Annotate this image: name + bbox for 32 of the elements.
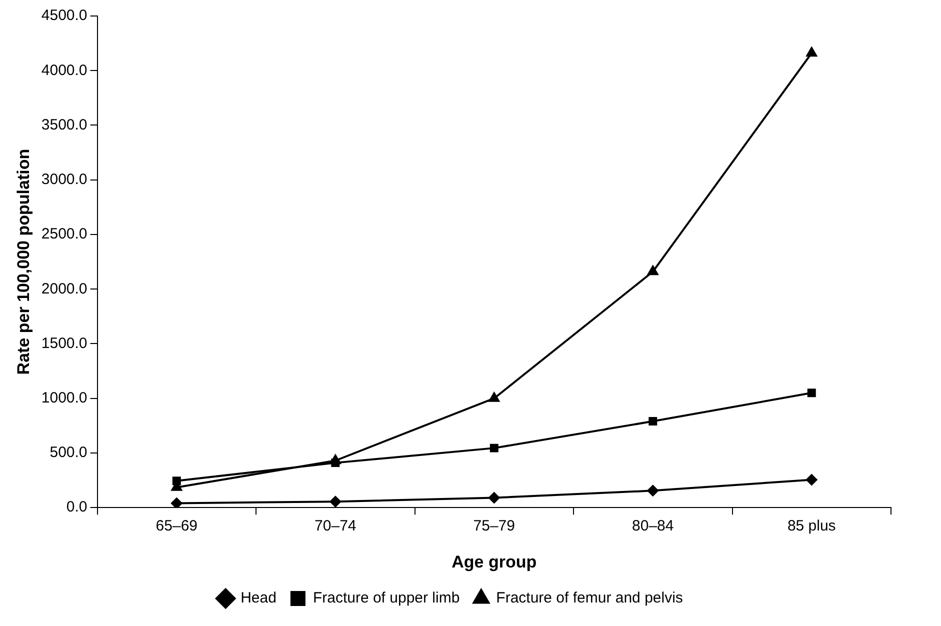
point	[488, 492, 500, 504]
y-tick-label: 4000.0	[41, 62, 88, 79]
legend-label: Fracture of upper limb	[312, 590, 460, 607]
y-tick-label: 3500.0	[41, 116, 88, 134]
point	[329, 496, 342, 508]
y-tick-label: 4500.0	[41, 7, 88, 24]
y-axis-title: Rate per 100,000 population	[14, 148, 33, 375]
y-tick-label: 1000.0	[41, 389, 88, 406]
x-tick-label: 80–84	[632, 518, 674, 535]
y-tick-label: 0.0	[66, 498, 88, 516]
x-tick-label: 70–74	[314, 518, 356, 535]
y-tick-label: 3000.0	[41, 171, 88, 188]
y-tick-label: 2000.0	[41, 280, 88, 298]
x-tick-label: 85 plus	[787, 518, 836, 535]
x-tick-label: 65–69	[156, 518, 198, 535]
point	[806, 46, 818, 57]
point	[806, 474, 818, 486]
point	[490, 444, 498, 452]
point	[331, 458, 340, 468]
point	[646, 264, 659, 276]
y-tick-label: 2500.0	[41, 226, 88, 243]
point	[807, 388, 816, 398]
y-tick-label: 500.0	[50, 444, 88, 462]
legend-label: Fracture of femur and pelvis	[496, 590, 683, 607]
point	[170, 497, 183, 508]
x-axis-title: Age group	[452, 552, 537, 572]
x-tick-label: 75–79	[473, 518, 515, 535]
point	[648, 417, 658, 426]
y-tick-label: 1500.0	[41, 334, 88, 352]
point	[646, 484, 659, 497]
legend-label: Head	[240, 590, 276, 607]
point	[172, 476, 181, 486]
